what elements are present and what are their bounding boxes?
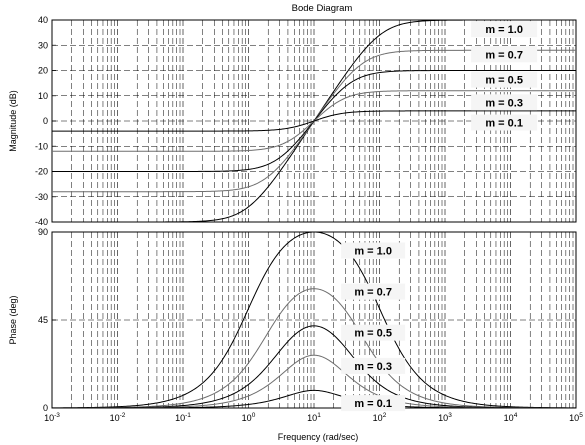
y-tick-label: 20	[38, 66, 48, 76]
curve-label: m = 0.7	[354, 287, 392, 299]
y-tick-label: -40	[35, 217, 48, 227]
x-axis-ticks: 10-3 10-2 10-1 100 101 102 103 104 105	[44, 412, 583, 423]
phase-curves	[51, 231, 577, 409]
curve-label: m = 0.1	[354, 398, 392, 410]
curve-label: m = 0.3	[485, 97, 523, 109]
magnitude-curve	[52, 110, 576, 132]
chart-title: Bode Diagram	[292, 3, 353, 14]
curve-label-box	[341, 395, 406, 412]
curve-label-box	[341, 242, 406, 259]
x-tick-label: 105	[569, 412, 583, 423]
x-axis-label: Frequency (rad/sec)	[278, 432, 359, 442]
curve-label: m = 0.1	[485, 118, 523, 130]
curve-label: m = 0.3	[354, 361, 392, 373]
y-tick-label: -30	[35, 192, 48, 202]
magnitude-y-ticks: -40 -30 -20 -10 0 10 20 30 40	[35, 15, 56, 227]
magnitude-curves	[52, 19, 576, 223]
x-tick-label: 10-1	[175, 412, 191, 423]
phase-panel: m = 1.0 m = 0.7 m = 0.5 m = 0.3 m = 0.1 0 45 9…	[8, 227, 577, 413]
curve-label-box	[471, 94, 538, 111]
y-tick-label: 30	[38, 40, 48, 50]
curve-label: m = 0.7	[485, 49, 523, 61]
phase-curve-labels: m = 1.0 m = 0.7 m = 0.5 m = 0.3 m = 0.1	[341, 242, 406, 412]
curve-label: m = 1.0	[354, 246, 392, 258]
curve-label: m = 0.5	[354, 328, 392, 340]
y-tick-label: 45	[38, 315, 48, 325]
curve-label: m = 0.5	[485, 75, 523, 87]
x-tick-label: 10-3	[44, 412, 60, 423]
y-tick-label: -10	[35, 141, 48, 151]
x-tick-label: 102	[373, 412, 387, 423]
curve-label-box	[471, 21, 538, 38]
phase-y-ticks: 0 45 90	[38, 227, 56, 413]
x-tick-label: 10-2	[110, 412, 126, 423]
y-tick-label: 10	[38, 91, 48, 101]
curve-label-box	[341, 324, 406, 341]
magnitude-panel: m = 1.0m = 0.7m = 0.5m = 0.3m = 0.1 -40-…	[8, 15, 577, 227]
x-tick-label: 104	[504, 412, 518, 423]
curve-label-box	[471, 114, 538, 131]
y-tick-label: -20	[35, 167, 48, 177]
y-tick-label: 90	[38, 227, 48, 237]
magnitude-curve-labels: m = 1.0 m = 0.7 m = 0.5 m = 0.3 m = 0.1	[471, 21, 538, 131]
curve-label-box	[471, 71, 538, 88]
phase-axis-label: Phase (deg)	[8, 295, 18, 344]
y-tick-label: 0	[43, 116, 48, 126]
curve-label: m = 1.0	[485, 24, 523, 36]
x-tick-label: 100	[242, 412, 256, 423]
curve-label-box	[341, 283, 406, 300]
curve-label-box	[471, 46, 538, 63]
y-tick-label: 40	[38, 15, 48, 25]
phase-curve	[52, 288, 576, 409]
y-tick-label: 0	[43, 403, 48, 413]
x-tick-label: 101	[307, 412, 321, 423]
x-tick-label: 103	[438, 412, 452, 423]
phase-curve	[52, 231, 576, 409]
phase-curve	[52, 389, 576, 409]
curve-label-box	[341, 357, 406, 374]
magnitude-axis-label: Magnitude (dB)	[8, 90, 18, 152]
